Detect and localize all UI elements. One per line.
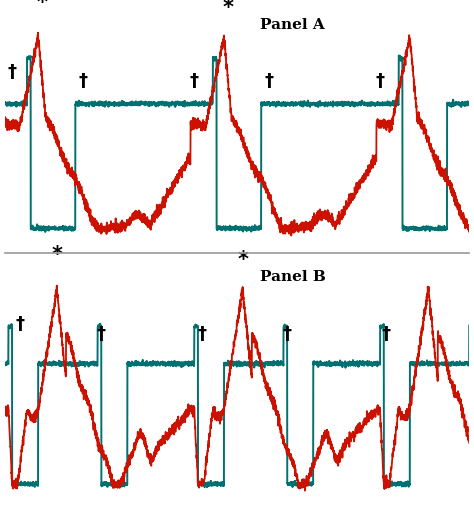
Text: †: † <box>375 73 384 91</box>
Text: †: † <box>381 325 390 343</box>
Text: †: † <box>190 73 199 91</box>
Text: *: * <box>237 250 248 270</box>
Text: *: * <box>36 0 47 13</box>
Text: *: * <box>222 0 233 18</box>
Text: *: * <box>51 246 62 265</box>
Text: †: † <box>264 73 273 91</box>
Text: Panel A: Panel A <box>260 18 325 32</box>
Text: †: † <box>8 63 17 81</box>
Text: †: † <box>78 73 87 91</box>
Text: †: † <box>97 325 106 343</box>
Text: †: † <box>197 325 206 343</box>
Text: †: † <box>283 325 292 343</box>
Text: Panel B: Panel B <box>260 270 326 284</box>
Text: †: † <box>15 315 24 333</box>
